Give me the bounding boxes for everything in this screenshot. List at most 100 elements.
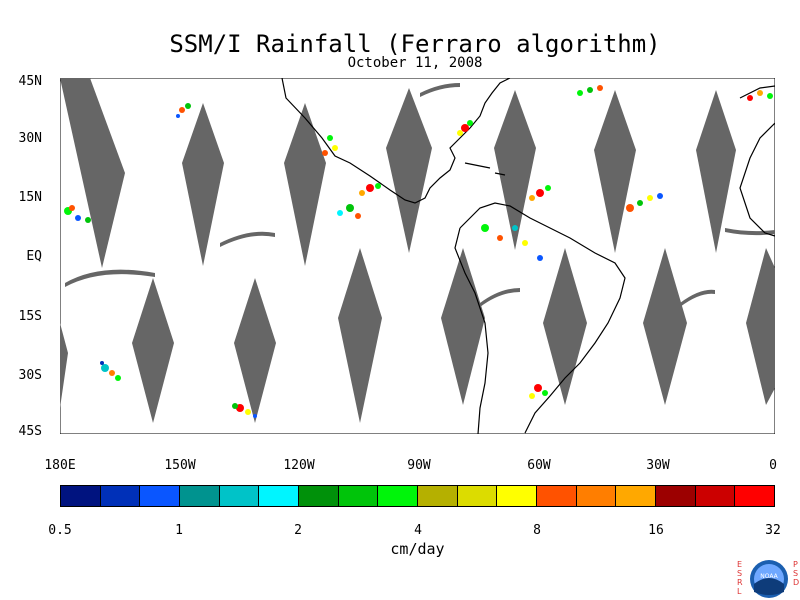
lon-label-90w: 90W [407,458,431,473]
colorbar-cell [695,486,736,506]
rain-cluster [747,90,773,101]
colorbar-tick-1: 1 [175,523,183,538]
rain-cluster [457,120,473,136]
colorbar-cell [576,486,617,506]
colorbar-cell [497,486,538,506]
swath-gap [594,90,636,253]
logo-letter: S [737,569,743,578]
logo-letter: D [793,578,800,587]
colorbar-cell [100,486,141,506]
rain-cluster [100,361,121,381]
rain-cluster [176,103,191,118]
colorbar-tick-32: 32 [765,523,781,538]
coastline-south-america-east [459,202,626,434]
colorbar-tick-2: 2 [294,523,302,538]
rain-cluster [322,135,338,156]
logo-letter: L [737,587,742,596]
swath-arc [480,288,520,307]
lon-label-30w: 30W [646,458,670,473]
map-date: October 11, 2008 [347,55,483,71]
lat-label-eq: EQ [26,249,42,264]
swath-arc [220,231,275,247]
colorbar-cell [299,486,339,506]
lon-label-180e: 180E [44,458,76,473]
swath-arc [420,83,460,97]
swath-gap [543,248,587,405]
colorbar-cell [180,486,220,506]
noaa-text: NOAA [760,573,778,580]
lat-label-15s: 15S [18,309,42,324]
lon-label-150w: 150W [164,458,196,473]
swath-gap [234,278,276,423]
swath-gap [284,103,326,266]
swath-gap [386,88,432,253]
rain-cluster [64,205,91,223]
logo-letter: E [737,560,743,569]
swath-gaps [60,78,775,423]
colorbar-cell [418,486,458,506]
colorbar-cell [219,486,260,506]
swath-gap [60,323,68,408]
colorbar-cell [735,486,775,506]
colorbar [60,485,775,507]
coastlines [281,77,776,435]
colorbar-cell [616,486,657,506]
noaa-emblem-icon: NOAA [750,560,788,598]
swath-gap [696,90,736,253]
swath-gap [441,248,485,405]
rain-cluster [481,224,543,261]
rain-cluster [577,85,603,96]
lon-label-60w: 60W [527,458,551,473]
lat-label-30s: 30S [18,368,42,383]
lat-label-45n: 45N [18,74,42,89]
map-title: SSM/I Rainfall (Ferraro algorithm) [169,30,661,58]
colorbar-cell [378,486,419,506]
lat-label-30n: 30N [18,131,42,146]
lat-label-45s: 45S [18,424,42,439]
colorbar-cell [338,486,379,506]
lon-label-120w: 120W [283,458,315,473]
colorbar-tick-4: 4 [414,523,422,538]
logo-letter: S [793,569,799,578]
rain-cluster [232,403,257,418]
logo-letter: P [793,560,798,569]
swath-gap [746,248,775,405]
rainfall-clusters [64,85,773,418]
swath-gap [132,278,174,423]
coastline-north-america [281,77,511,204]
rainfall-map [59,77,776,435]
swath-gap [494,90,536,250]
coastline-south-america-west [454,227,489,435]
colorbar-cell [537,486,577,506]
colorbar-cell [140,486,181,506]
coastline-hispaniola [494,172,506,176]
coastline-cuba [464,162,491,169]
rain-cluster [529,384,548,399]
swath-arc [680,289,715,307]
swath-arc [65,269,155,287]
rain-cluster [337,204,361,219]
colorbar-cell [457,486,498,506]
coastline-top-right [739,85,776,99]
swath-gap [338,248,382,423]
rain-cluster [529,185,551,201]
colorbar-cell [61,486,101,506]
rain-cluster [359,183,381,196]
map-svg [59,77,776,435]
swath-gap [643,248,687,405]
colorbar-cell [656,486,696,506]
logo-letter: R [737,578,743,587]
swath-arc [725,228,775,236]
lat-label-15n: 15N [18,190,42,205]
coastline-africa [739,122,776,237]
lon-label-0: 0 [769,458,777,473]
rain-cluster [626,193,663,212]
colorbar-tick-16: 16 [648,523,664,538]
colorbar-tick-8: 8 [533,523,541,538]
swath-gap [182,103,224,266]
colorbar-tick-0-5: 0.5 [48,523,72,538]
colorbar-cell [259,486,300,506]
